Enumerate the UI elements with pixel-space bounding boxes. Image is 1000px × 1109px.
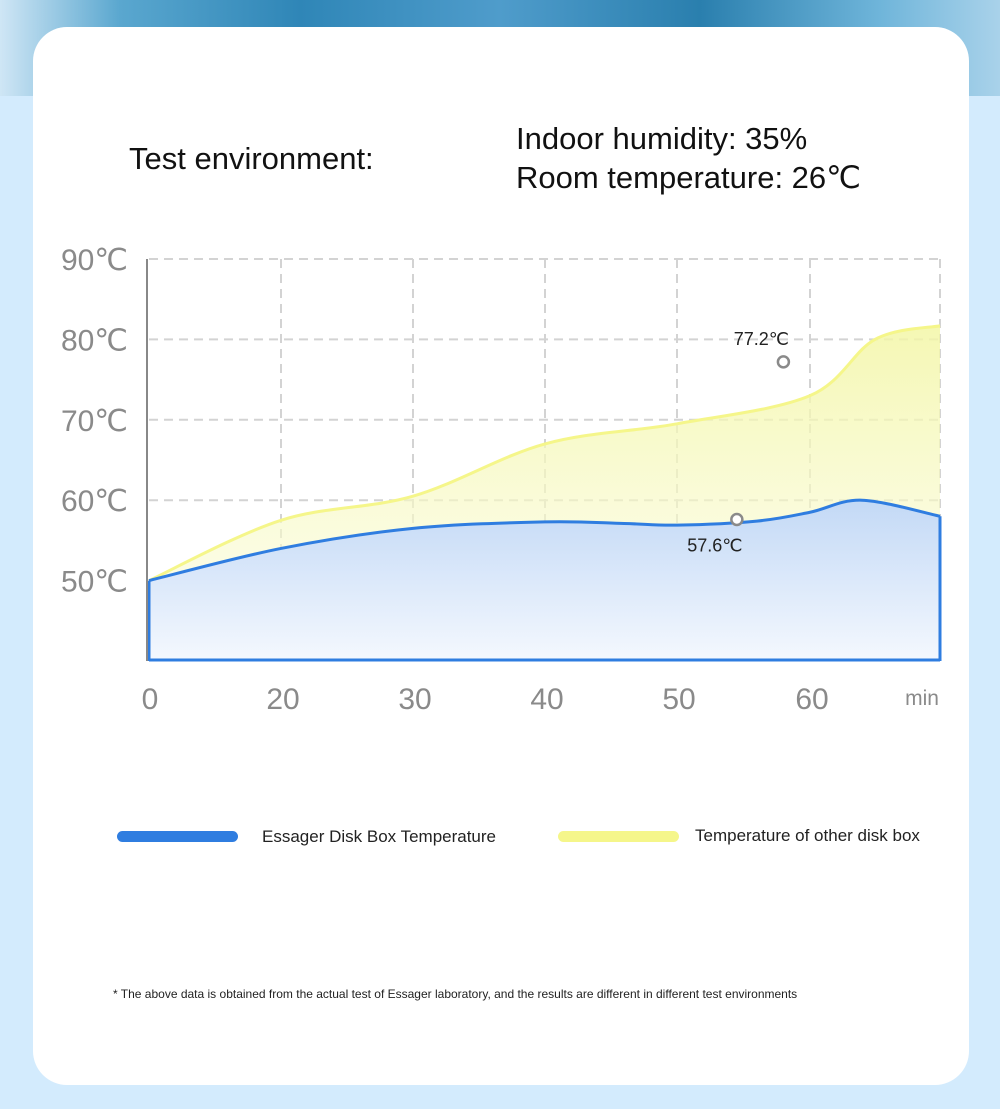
legend-label-other: Temperature of other disk box bbox=[695, 826, 920, 845]
other-disk-line bbox=[148, 324, 941, 582]
x-tick-label: 20 bbox=[266, 683, 299, 716]
essager-disk-area bbox=[149, 500, 940, 661]
legend-label-essager: Essager Disk Box Temperature bbox=[262, 827, 497, 846]
x-tick-label: 0 bbox=[142, 683, 159, 716]
annotation-marker bbox=[776, 355, 791, 369]
y-tick-label: 70℃ bbox=[61, 405, 128, 438]
y-axis-ticks: 90℃ 80℃ 70℃ 60℃ 50℃ bbox=[61, 244, 128, 599]
test-environment-label: Test environment: bbox=[129, 141, 374, 176]
y-tick-label: 80℃ bbox=[61, 324, 128, 357]
chart-annotations: 77.2℃ 57.6℃ bbox=[687, 329, 791, 555]
annotation-label: 77.2℃ bbox=[734, 329, 789, 349]
legend-swatch-other bbox=[558, 831, 679, 842]
x-axis-unit: min bbox=[905, 687, 939, 710]
y-tick-label: 90℃ bbox=[61, 244, 128, 277]
annotation-label: 57.6℃ bbox=[687, 535, 742, 555]
legend-swatch-essager bbox=[117, 831, 238, 842]
y-tick-label: 50℃ bbox=[61, 566, 128, 599]
essager-disk-line bbox=[148, 498, 941, 583]
x-tick-label: 30 bbox=[398, 683, 431, 716]
indoor-humidity-text: Indoor humidity: 35% bbox=[516, 121, 808, 156]
x-tick-label: 40 bbox=[530, 683, 563, 716]
footnote: * The above data is obtained from the ac… bbox=[113, 987, 798, 1001]
x-axis-ticks: 0 20 30 40 50 60 bbox=[142, 683, 829, 716]
x-tick-label: 60 bbox=[795, 683, 828, 716]
y-tick-label: 60℃ bbox=[61, 485, 128, 518]
annotation-marker bbox=[730, 512, 744, 527]
x-tick-label: 50 bbox=[662, 683, 695, 716]
room-temperature-text: Room temperature: 26℃ bbox=[516, 160, 861, 195]
temperature-chart: 90℃ 80℃ 70℃ 60℃ 50℃ 0 20 30 40 50 60 min 77.2℃ 57.… bbox=[61, 244, 942, 716]
